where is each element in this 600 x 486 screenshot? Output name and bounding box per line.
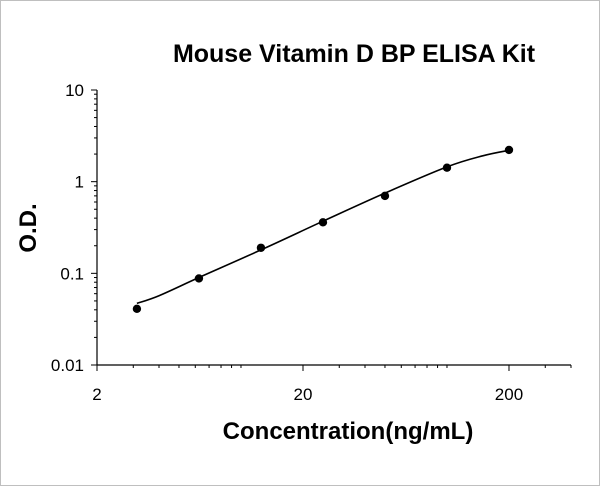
y-tick-label: 0.1 <box>60 264 84 283</box>
data-point <box>442 163 452 172</box>
data-point <box>504 145 514 155</box>
data-points <box>132 145 514 314</box>
y-axis-title: O.D. <box>15 203 42 252</box>
data-point <box>318 218 328 227</box>
x-tick-label: 200 <box>495 385 523 404</box>
data-point <box>380 191 390 201</box>
data-point <box>256 243 266 252</box>
x-tick-label: 20 <box>294 385 313 404</box>
data-point <box>132 304 142 314</box>
y-tick-label: 1 <box>75 173 84 192</box>
y-tick-label: 10 <box>65 81 84 100</box>
fit-curve <box>136 149 510 305</box>
x-ticks: 2 20 200 <box>92 365 572 404</box>
data-point <box>194 274 204 283</box>
x-axis-title: Concentration(ng/mL) <box>223 418 474 445</box>
x-tick-label: 2 <box>92 385 101 404</box>
axes <box>96 90 571 366</box>
chart-title: Mouse Vitamin D BP ELISA Kit <box>173 40 536 68</box>
y-tick-label: 0.01 <box>51 356 84 375</box>
y-ticks: 0.01 0.1 1 10 <box>51 81 97 375</box>
